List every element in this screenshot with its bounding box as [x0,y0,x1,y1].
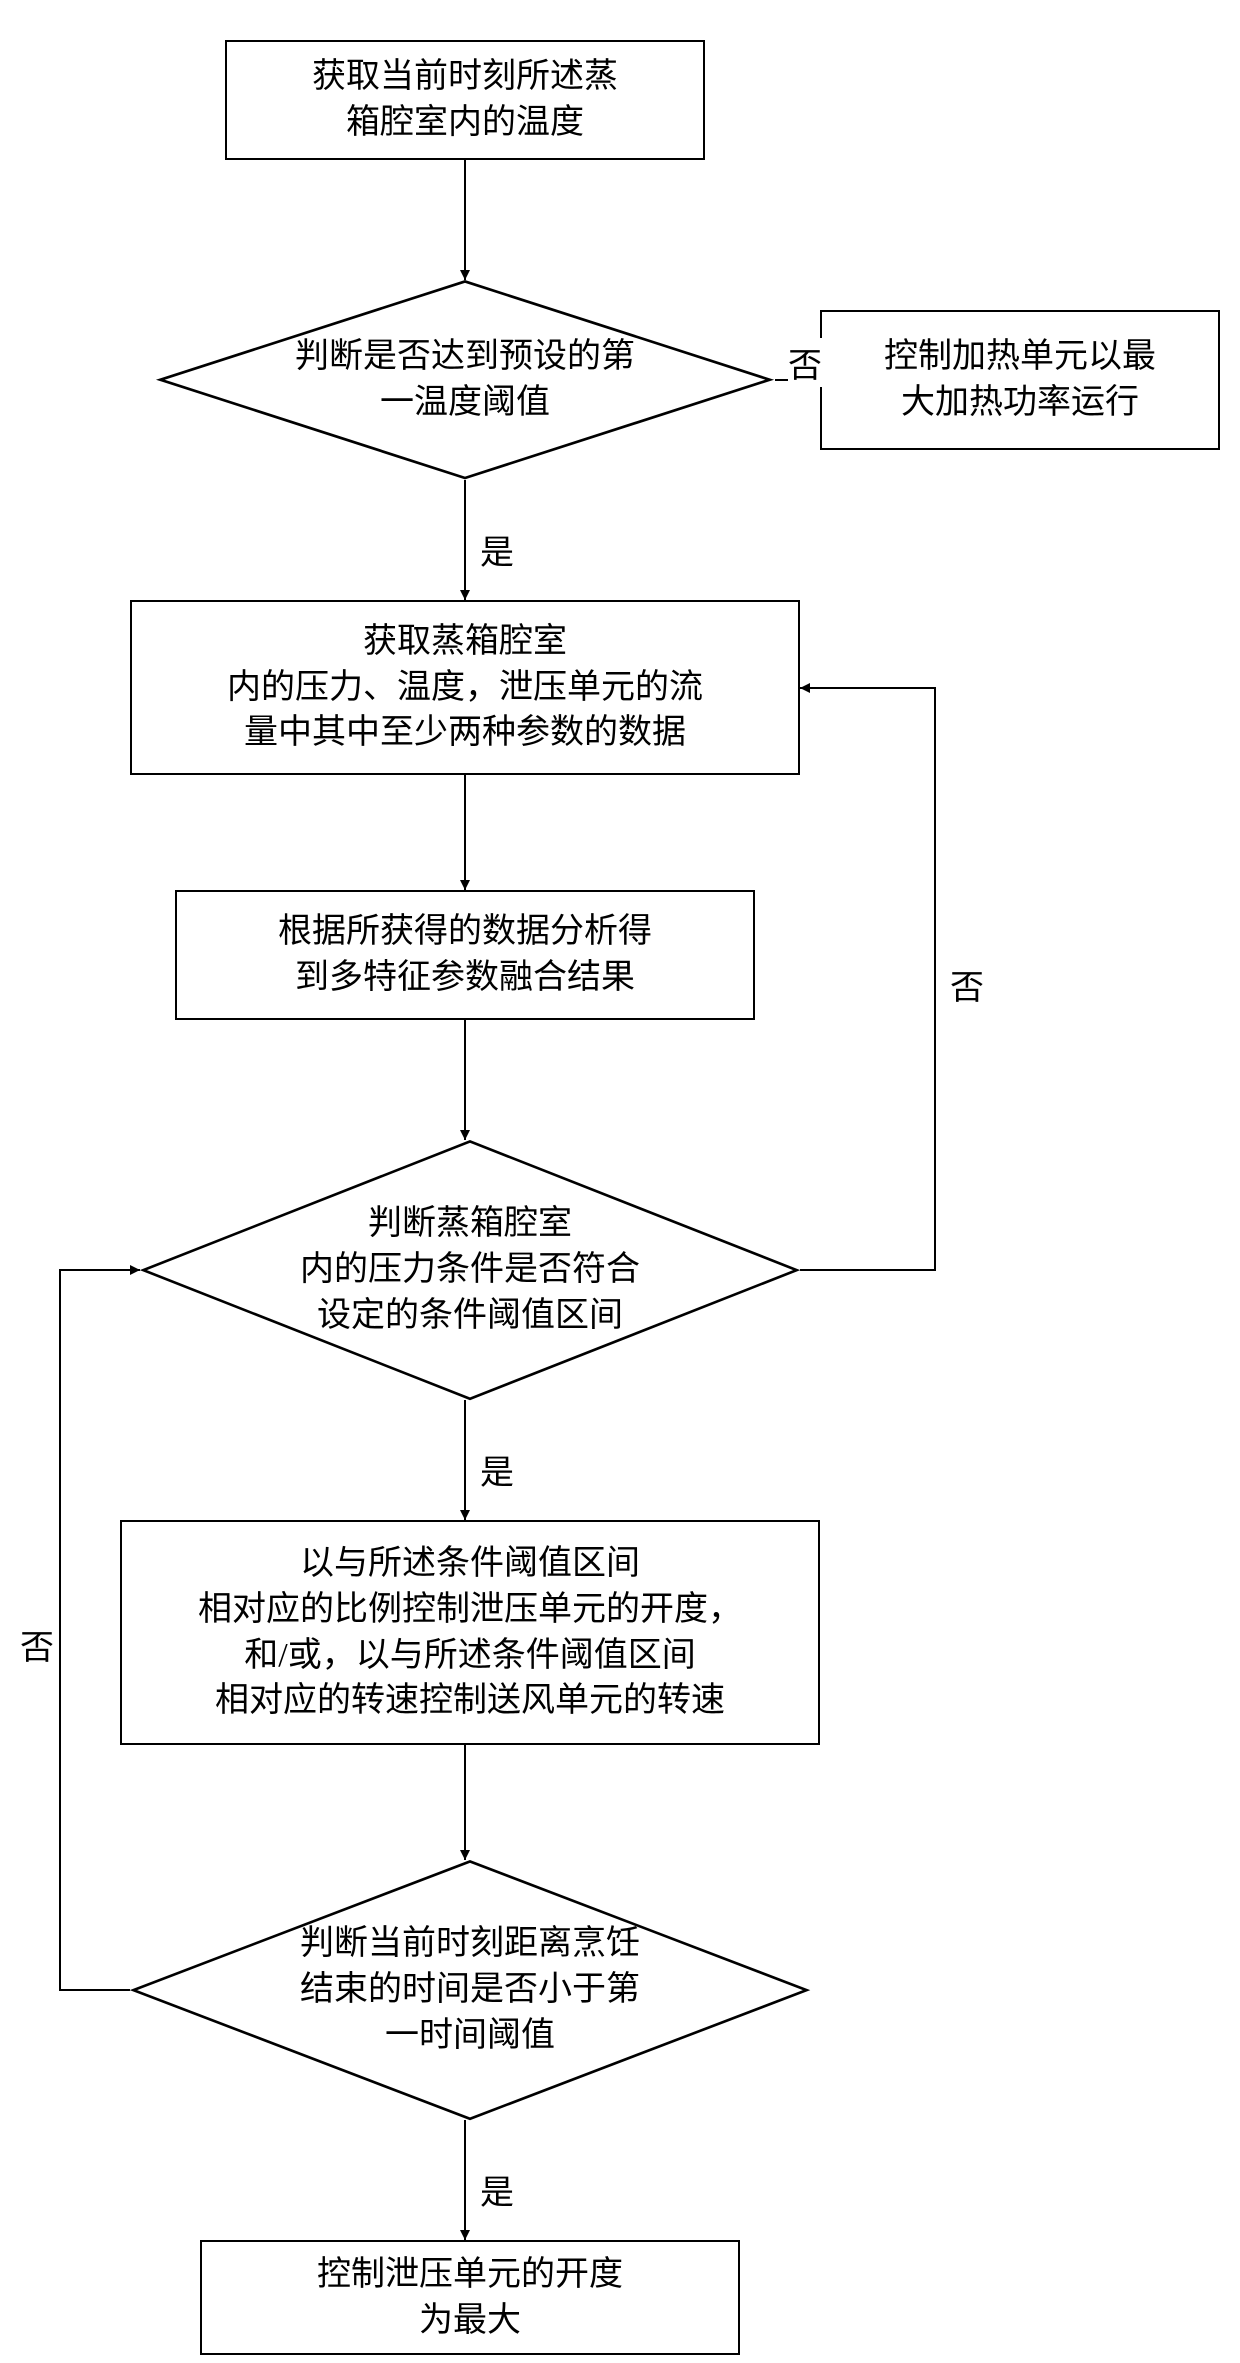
node-check-temp-threshold: 判断是否达到预设的第一温度阈值 [155,280,775,480]
node-text: 判断蒸箱腔室内的压力条件是否符合设定的条件阈值区间 [140,1140,800,1400]
node-text: 控制泄压单元的开度为最大 [317,2252,623,2344]
flowchart-canvas: 获取当前时刻所述蒸箱腔室内的温度 判断是否达到预设的第一温度阈值 控制加热单元以… [0,0,1240,2363]
node-max-relief-open: 控制泄压单元的开度为最大 [200,2240,740,2355]
node-text: 获取蒸箱腔室内的压力、温度，泄压单元的流量中其中至少两种参数的数据 [227,619,703,757]
edge [800,688,935,1270]
node-text: 判断当前时刻距离烹饪结束的时间是否小于第一时间阈值 [130,1860,810,2120]
node-control-relief-fan: 以与所述条件阈值区间相对应的比例控制泄压单元的开度，和/或，以与所述条件阈值区间… [120,1520,820,1745]
node-get-temp: 获取当前时刻所述蒸箱腔室内的温度 [225,40,705,160]
edge-label-no: 否 [20,1620,54,1669]
node-check-pressure: 判断蒸箱腔室内的压力条件是否符合设定的条件阈值区间 [140,1140,800,1400]
node-text: 获取当前时刻所述蒸箱腔室内的温度 [312,54,618,146]
node-text: 根据所获得的数据分析得到多特征参数融合结果 [278,909,652,1001]
edge-label-yes: 是 [480,2165,514,2214]
node-get-params: 获取蒸箱腔室内的压力、温度，泄压单元的流量中其中至少两种参数的数据 [130,600,800,775]
edge-label-yes: 是 [480,1445,514,1494]
edge-label-no: 否 [788,338,822,387]
node-text: 控制加热单元以最大加热功率运行 [884,334,1156,426]
node-max-heating: 控制加热单元以最大加热功率运行 [820,310,1220,450]
edge-label-yes: 是 [480,525,514,574]
edge-label-no: 否 [950,960,984,1009]
node-text: 以与所述条件阈值区间相对应的比例控制泄压单元的开度，和/或，以与所述条件阈值区间… [198,1541,742,1725]
node-text: 判断是否达到预设的第一温度阈值 [155,280,775,480]
node-analyze-fusion: 根据所获得的数据分析得到多特征参数融合结果 [175,890,755,1020]
node-check-time-threshold: 判断当前时刻距离烹饪结束的时间是否小于第一时间阈值 [130,1860,810,2120]
